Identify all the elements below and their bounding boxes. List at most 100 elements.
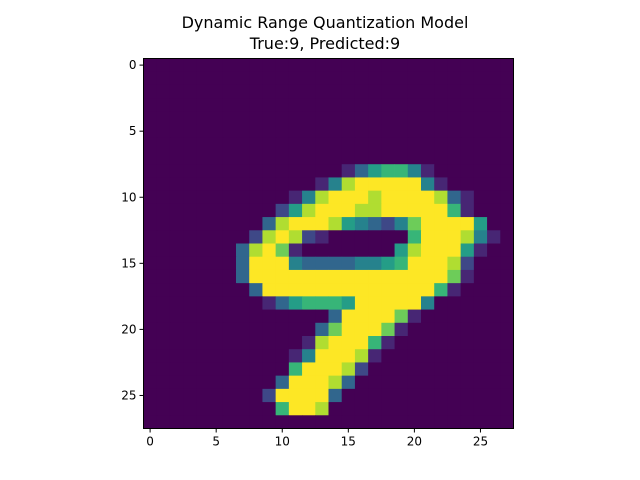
heatmap-cell [368, 336, 382, 350]
heatmap-cell [407, 203, 422, 218]
heatmap-cell [169, 243, 184, 258]
heatmap-cell [275, 322, 290, 337]
heatmap-cell [368, 388, 382, 403]
heatmap-cell [407, 362, 422, 377]
heatmap-cell [368, 137, 382, 152]
heatmap-cell [500, 269, 514, 284]
heatmap-cell [341, 137, 356, 152]
heatmap-cell [249, 269, 263, 284]
heatmap-cell [222, 98, 237, 112]
heatmap-cell [262, 296, 277, 310]
heatmap-cell [275, 388, 290, 403]
heatmap-cell [236, 349, 250, 363]
heatmap-cell [249, 388, 263, 403]
heatmap-cell [183, 388, 197, 403]
heatmap-cell [434, 137, 448, 152]
heatmap-cell [169, 71, 184, 86]
heatmap-cell [143, 137, 158, 152]
heatmap-cell [447, 415, 462, 429]
heatmap-cell [183, 84, 197, 99]
heatmap-cell [500, 349, 514, 363]
heatmap-cell [447, 151, 462, 165]
heatmap-cell [262, 124, 277, 139]
heatmap-cell [487, 336, 501, 350]
heatmap-cell [473, 349, 488, 363]
heatmap-cell [143, 336, 158, 350]
heatmap-cell [368, 283, 382, 297]
heatmap-cell [209, 309, 224, 324]
heatmap-cell [381, 269, 395, 284]
heatmap-cell [328, 336, 343, 350]
heatmap-cell [368, 362, 382, 377]
heatmap-cell [209, 71, 224, 86]
heatmap-cell [262, 309, 277, 324]
heatmap-cell [328, 84, 343, 99]
heatmap-cell [196, 58, 210, 73]
heatmap-cell [341, 269, 356, 284]
heatmap-cell [249, 190, 263, 205]
heatmap-cell [341, 151, 356, 165]
heatmap-cell [315, 256, 329, 271]
heatmap-cell [183, 283, 197, 297]
heatmap-cell [302, 217, 316, 231]
heatmap-cell [183, 415, 197, 429]
heatmap-cell [394, 111, 409, 125]
heatmap-cell [275, 375, 290, 390]
x-tick-label: 25 [473, 435, 488, 449]
heatmap-cell [275, 217, 290, 231]
heatmap-cell [500, 283, 514, 297]
heatmap-cell [328, 349, 343, 363]
heatmap-cell [183, 309, 197, 324]
heatmap-cell [460, 177, 475, 192]
heatmap-cell [460, 336, 475, 350]
heatmap-cell [209, 111, 224, 125]
heatmap-cell [222, 362, 237, 377]
heatmap-cell [354, 336, 369, 350]
heatmap-cell [368, 58, 382, 73]
heatmap-cell [421, 84, 435, 99]
heatmap-cell [288, 256, 303, 271]
heatmap-cell [407, 256, 422, 271]
heatmap-cell [275, 362, 290, 377]
heatmap-cell [288, 296, 303, 310]
heatmap-cell [500, 137, 514, 152]
heatmap-cell [341, 362, 356, 377]
heatmap-cell [341, 336, 356, 350]
heatmap-cell [394, 164, 409, 178]
heatmap-cell [354, 111, 369, 125]
heatmap-cell [354, 151, 369, 165]
heatmap-cell [236, 269, 250, 284]
heatmap-cell [315, 336, 329, 350]
heatmap-cell [209, 243, 224, 258]
heatmap-cell [500, 124, 514, 139]
heatmap-cell [315, 283, 329, 297]
heatmap-cell [434, 190, 448, 205]
heatmap-cell [381, 177, 395, 192]
heatmap-cell [328, 71, 343, 86]
heatmap-cell [434, 111, 448, 125]
heatmap-cell [447, 58, 462, 73]
heatmap-cell [500, 256, 514, 271]
heatmap-cell [368, 84, 382, 99]
heatmap-cell [288, 362, 303, 377]
heatmap-cell [196, 283, 210, 297]
heatmap-cell [341, 415, 356, 429]
heatmap-cell [196, 415, 210, 429]
heatmap-cell [169, 164, 184, 178]
heatmap-cell [236, 71, 250, 86]
heatmap-cell [196, 269, 210, 284]
heatmap-cell [473, 402, 488, 416]
heatmap-cell [447, 283, 462, 297]
heatmap-cell [328, 388, 343, 403]
heatmap-cell [487, 190, 501, 205]
heatmap-cell [143, 111, 158, 125]
heatmap-cell [381, 230, 395, 244]
heatmap-cell [421, 111, 435, 125]
heatmap-cell [236, 190, 250, 205]
heatmap-cell [421, 217, 435, 231]
heatmap-cell [328, 124, 343, 139]
heatmap-cell [249, 415, 263, 429]
heatmap-cell [328, 309, 343, 324]
heatmap-cell [315, 111, 329, 125]
heatmap-cell [249, 256, 263, 271]
